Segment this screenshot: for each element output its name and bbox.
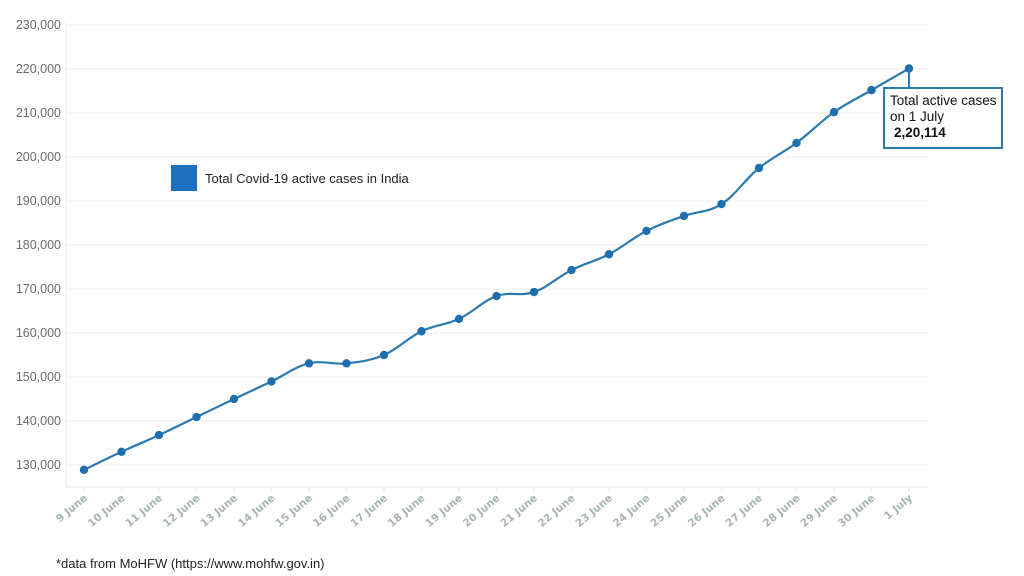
x-tick-label: 23 June: [573, 492, 615, 530]
x-tick-label: 19 June: [423, 492, 465, 530]
data-point: [567, 265, 576, 275]
x-tick-label: 18 June: [386, 492, 428, 530]
data-point: [342, 359, 351, 368]
x-tick-label: 10 June: [86, 492, 128, 530]
y-tick-label: 160,000: [16, 326, 61, 340]
data-point: [642, 226, 651, 236]
x-tick-label: 20 June: [461, 492, 503, 530]
x-tick-label: 21 June: [498, 492, 540, 530]
annotation-callout: Total active cases on 1 July 2,20,114: [883, 87, 1003, 149]
callout-line1: Total active cases: [890, 93, 997, 108]
x-tick-label: 14 June: [236, 492, 278, 530]
data-point: [867, 85, 876, 95]
data-point: [604, 250, 614, 259]
y-tick-label: 230,000: [16, 18, 61, 32]
x-tick-label: 24 June: [611, 492, 653, 530]
x-tick-label: 26 June: [686, 492, 728, 530]
x-tick-label: 27 June: [723, 492, 765, 530]
x-tick-label: 16 June: [311, 492, 353, 530]
y-tick-label: 180,000: [16, 238, 61, 252]
data-point: [267, 377, 276, 386]
data-point: [829, 107, 839, 117]
data-point: [79, 465, 89, 475]
y-tick-label: 210,000: [16, 106, 61, 120]
x-tick-label: 29 June: [798, 492, 840, 530]
data-point: [154, 430, 164, 440]
x-tick-label: 1 July: [882, 492, 915, 522]
x-tick-label: 11 June: [123, 492, 165, 530]
data-point: [379, 350, 389, 360]
legend-swatch: [171, 165, 197, 191]
x-tick-label: 22 June: [536, 492, 578, 530]
data-point: [454, 314, 464, 324]
y-tick-label: 200,000: [16, 150, 61, 164]
data-point: [792, 138, 801, 148]
data-point: [717, 199, 726, 209]
x-tick-label: 9 June: [54, 492, 90, 525]
y-tick-label: 170,000: [16, 282, 61, 296]
series-line: [83, 67, 910, 471]
y-tick-label: 130,000: [16, 458, 61, 472]
y-tick-label: 190,000: [16, 194, 61, 208]
callout-line2: on 1 July: [890, 109, 945, 124]
y-tick-label: 150,000: [16, 370, 61, 384]
legend-label: Total Covid-19 active cases in India: [205, 170, 409, 186]
x-tick-label: 13 June: [198, 492, 240, 530]
x-tick-label: 15 June: [273, 492, 315, 530]
x-tick-label: 30 June: [836, 492, 878, 530]
data-markers: [79, 64, 914, 475]
data-point: [192, 412, 201, 422]
y-tick-label: 140,000: [16, 414, 61, 428]
x-tick-label: 25 June: [648, 492, 690, 530]
data-point: [229, 394, 239, 404]
data-point: [304, 359, 314, 368]
data-point: [754, 163, 764, 173]
data-point: [492, 291, 501, 301]
y-tick-label: 220,000: [16, 62, 61, 76]
x-tick-label: 28 June: [761, 492, 803, 530]
x-tick-label: 17 June: [348, 492, 390, 530]
data-point: [529, 287, 539, 297]
source-note: *data from MoHFW (https://www.mohfw.gov.…: [56, 556, 325, 571]
data-point: [117, 447, 126, 456]
data-point: [679, 211, 689, 221]
data-point: [417, 327, 426, 336]
y-axis-ticks: 130,000 140,000 150,000 160,000 170,000 180,0…: [16, 18, 61, 472]
legend: Total Covid-19 active cases in India: [171, 165, 409, 191]
x-tick-label: 12 June: [161, 492, 203, 530]
callout-value: 2,20,114: [894, 125, 946, 140]
